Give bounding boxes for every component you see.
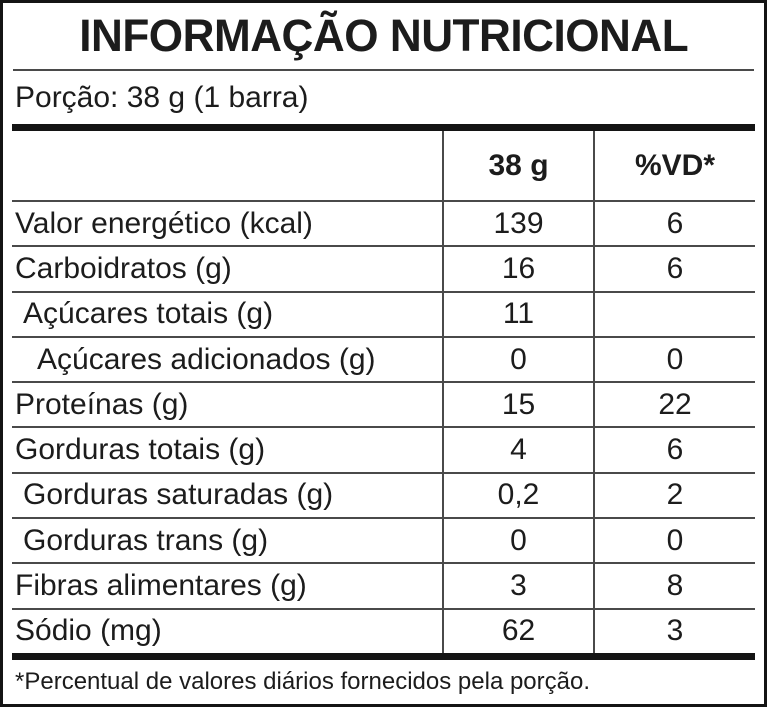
- serving-size-text: Porção: 38 g (1 barra): [15, 80, 309, 114]
- thick-divider-bottom: [12, 653, 755, 660]
- vd-value: 6: [593, 200, 755, 246]
- nutrient-label: Açúcares adicionados (g): [12, 335, 442, 381]
- nutrient-label: Proteínas (g): [12, 381, 442, 426]
- amount-value: 62: [442, 607, 593, 653]
- title-divider: [13, 69, 754, 71]
- footnote-row: *Percentual de valores diários fornecido…: [12, 660, 755, 704]
- nutrient-label: Açúcares totais (g): [12, 290, 442, 336]
- nutrient-label: Gorduras totais (g): [12, 426, 442, 471]
- nutrient-label: Carboidratos (g): [12, 245, 442, 290]
- vd-value: [593, 290, 755, 336]
- vd-value: 6: [593, 426, 755, 472]
- serving-size-row: Porção: 38 g (1 barra): [12, 71, 755, 124]
- nutrient-label: Gorduras trans (g): [12, 517, 442, 562]
- amount-value: 16: [442, 245, 593, 291]
- vd-value: 0: [593, 517, 755, 563]
- nutrition-table: 38 g %VD* Valor energético (kcal) 139 6 …: [12, 131, 755, 653]
- amount-value: 11: [442, 290, 593, 336]
- amount-value: 15: [442, 381, 593, 427]
- nutrient-label: Sódio (mg): [12, 607, 442, 653]
- nutrient-label: Fibras alimentares (g): [12, 562, 442, 607]
- vd-value: 22: [593, 381, 755, 427]
- thick-divider-top: [12, 124, 755, 131]
- amount-value: 0: [442, 517, 593, 563]
- vd-value: 2: [593, 471, 755, 518]
- nutrient-label: Gorduras saturadas (g): [12, 471, 442, 517]
- vd-value: 8: [593, 562, 755, 608]
- label-title: INFORMAÇÃO NUTRICIONAL: [78, 10, 689, 61]
- nutrient-label: Valor energético (kcal): [12, 200, 442, 245]
- amount-value: 4: [442, 426, 593, 472]
- amount-value: 0: [442, 335, 593, 382]
- amount-value: 3: [442, 562, 593, 608]
- label-header: INFORMAÇÃO NUTRICIONAL: [12, 3, 755, 69]
- vd-value: 6: [593, 245, 755, 291]
- header-nutrient-cell: [12, 131, 442, 200]
- vd-value: 0: [593, 335, 755, 382]
- header-vd-cell: %VD*: [593, 131, 755, 200]
- amount-value: 0,2: [442, 471, 593, 518]
- vd-value: 3: [593, 607, 755, 653]
- header-amount-cell: 38 g: [442, 131, 593, 200]
- footnote-text: *Percentual de valores diários fornecido…: [15, 668, 591, 695]
- amount-value: 139: [442, 200, 593, 246]
